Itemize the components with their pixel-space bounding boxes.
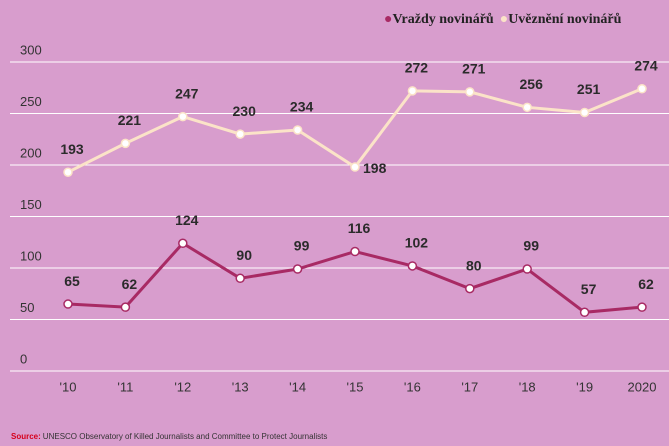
data-label: 256 <box>520 76 544 92</box>
data-label: 80 <box>466 257 482 273</box>
legend: ●Vraždy novinářů ●Uvěznění novinářů <box>384 12 622 27</box>
data-point <box>120 138 131 149</box>
data-label: 99 <box>523 238 539 254</box>
data-label: 116 <box>348 220 371 236</box>
source-label: Source: <box>11 432 41 441</box>
x-tick-label: '18 <box>519 379 536 394</box>
y-tick-label: 50 <box>20 300 34 315</box>
data-point <box>637 302 647 312</box>
data-point <box>407 261 418 271</box>
data-point <box>120 302 131 312</box>
x-tick-label: '10 <box>60 379 77 394</box>
x-tick-label: '12 <box>174 379 191 394</box>
data-point <box>637 84 647 94</box>
data-label: 57 <box>581 281 597 297</box>
x-tick-label: 2020 <box>628 379 657 394</box>
data-point <box>522 102 532 113</box>
data-point <box>350 162 360 172</box>
legend-marker: ● <box>500 12 508 27</box>
data-point <box>465 87 475 97</box>
data-label: 90 <box>236 247 252 263</box>
data-point <box>465 283 475 294</box>
data-point <box>235 129 245 139</box>
x-tick-label: '16 <box>404 379 421 394</box>
data-label: 102 <box>405 235 429 251</box>
data-label: 272 <box>405 60 429 76</box>
x-tick-label: '17 <box>461 379 478 394</box>
data-point <box>522 264 532 274</box>
legend-label: Vraždy novinářů <box>392 12 493 27</box>
y-tick-label: 100 <box>20 248 42 263</box>
data-label: 251 <box>577 81 601 97</box>
y-tick-label: 0 <box>20 351 27 366</box>
data-label: 198 <box>363 160 387 176</box>
y-tick-label: 250 <box>20 94 42 109</box>
x-tick-label: '19 <box>576 379 593 394</box>
data-point <box>350 246 360 257</box>
data-point <box>235 273 245 284</box>
x-tick-label: '11 <box>117 379 133 394</box>
data-point <box>63 167 73 177</box>
data-point <box>292 264 303 274</box>
data-label: 247 <box>175 85 199 101</box>
series-line <box>67 87 643 174</box>
legend-label: Uvěznění novinářů <box>508 12 621 27</box>
y-tick-label: 300 <box>20 42 42 57</box>
y-tick-label: 150 <box>20 197 42 212</box>
data-label: 221 <box>118 112 142 128</box>
data-point <box>178 111 188 122</box>
data-label: 271 <box>462 61 486 77</box>
data-label: 193 <box>60 141 84 157</box>
data-label: 230 <box>233 103 257 119</box>
data-label: 62 <box>122 276 138 292</box>
x-tick-label: '13 <box>232 379 249 394</box>
data-label: 65 <box>64 273 80 289</box>
legend-marker: ● <box>384 12 392 27</box>
source: Source: UNESCO Observatory of Killed Jour… <box>11 432 327 441</box>
data-label: 234 <box>290 99 314 115</box>
x-tick-label: '15 <box>347 379 364 394</box>
data-label: 99 <box>294 238 310 254</box>
data-label: 274 <box>634 57 658 73</box>
data-point <box>579 107 590 118</box>
data-label: 62 <box>638 276 654 292</box>
data-point <box>579 307 590 318</box>
x-tick-label: '14 <box>289 379 306 394</box>
data-point <box>63 299 73 309</box>
data-label: 124 <box>175 212 199 228</box>
source-text: UNESCO Observatory of Killed Journalists… <box>43 432 328 441</box>
y-tick-label: 200 <box>20 145 42 160</box>
data-point <box>407 86 418 96</box>
data-point <box>178 238 188 249</box>
data-point <box>292 125 303 135</box>
